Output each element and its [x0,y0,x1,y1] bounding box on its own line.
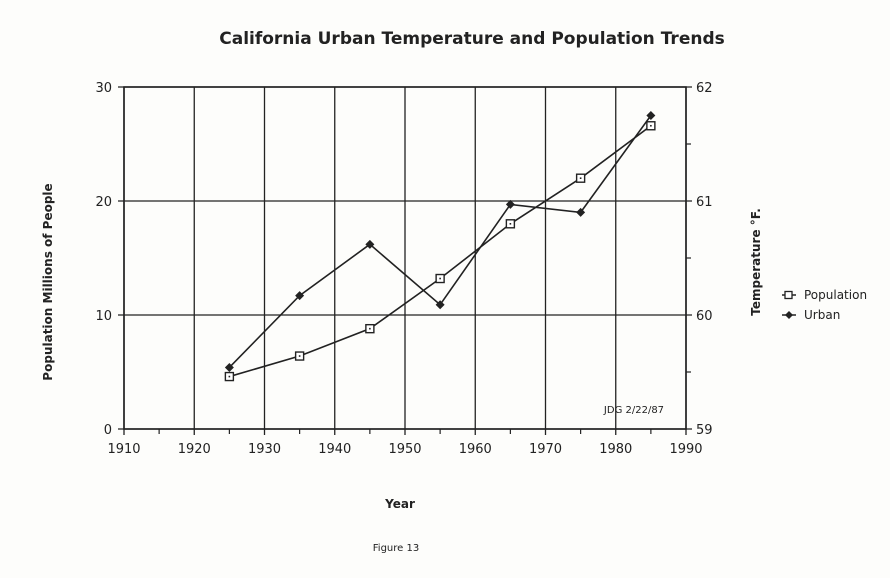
y-tick-label: 10 [95,309,112,324]
y2-tick-label: 61 [696,195,713,210]
y-axis-label: Population Millions of People [41,183,55,380]
x-tick-label: 1980 [599,442,632,457]
y-tick-label: 0 [104,423,112,438]
urban-point [365,239,375,249]
population-point-dot [369,327,371,330]
series-line-population [229,125,652,378]
population-point-dot [228,375,231,378]
y-tick-label: 20 [95,195,112,210]
x-tick-label: 1930 [248,442,281,457]
x-tick-label: 1960 [459,442,492,457]
x-tick-label: 1920 [178,442,211,457]
x-tick-label: 1970 [529,442,562,457]
tick-labels: 1910 1920 1930 1940 1950 1960 1970 1980 1990 0 10 2… [95,81,712,457]
x-tick-label: 1990 [669,442,702,457]
series-line-urban [228,115,652,368]
series-marks [224,111,656,382]
grid [118,86,692,435]
urban-point [435,300,445,310]
population-point-dot [298,355,301,357]
urban-point [224,362,234,372]
population-point-dot [439,277,441,280]
annotation: JDG 2/22/87 [603,405,664,416]
x-axis-label: Year [384,497,415,511]
legend-population-label: Population [804,288,867,302]
population-point-dot [509,223,512,225]
x-tick-label: 1950 [388,442,421,457]
urban-point [505,199,515,209]
urban-point [295,291,305,301]
y2-tick-label: 60 [696,309,713,324]
population-point-dot [579,177,582,179]
chart-title: California Urban Temperature and Populat… [219,29,724,49]
y-tick-label: 30 [95,81,112,96]
urban-point [576,207,586,217]
legend-urban-label: Urban [804,308,840,322]
y2-axis-label: Temperature °F. [749,208,763,315]
figure-caption: Figure 13 [373,543,419,554]
urban-point [646,111,656,120]
y2-tick-label: 59 [696,423,713,438]
x-tick-label: 1940 [318,442,351,457]
population-point-dot [650,124,652,127]
legend-urban-diamond-icon [785,311,793,319]
legend: Population Urban [782,288,867,322]
y2-tick-label: 62 [696,81,713,96]
legend-population-square-icon [784,290,793,300]
x-tick-label: 1910 [107,442,140,457]
